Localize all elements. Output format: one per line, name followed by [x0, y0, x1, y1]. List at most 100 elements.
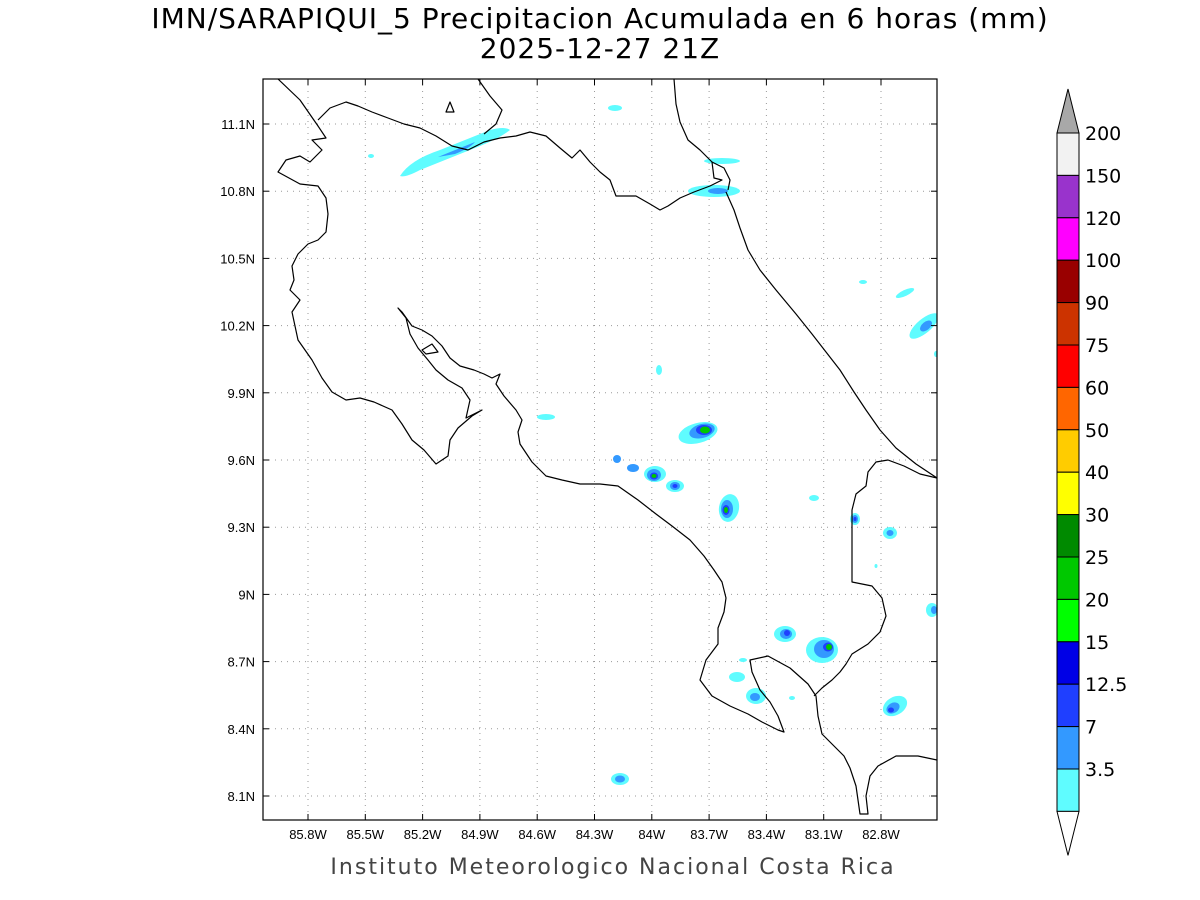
colorbar-level-label: 40 [1085, 462, 1109, 484]
lat-tick-label: 10.5N [220, 251, 255, 266]
map-frame-bg [263, 79, 937, 820]
colorbar-swatch [1056, 726, 1080, 770]
lat-tick-label: 10.2N [220, 319, 255, 334]
precip-cell [611, 773, 629, 785]
lon-tick-label: 85.8W [289, 827, 327, 842]
precip-cell [608, 105, 622, 111]
lon-tick-label: 83.7W [690, 827, 728, 842]
colorbar-level-label: 90 [1085, 293, 1109, 315]
colorbar-top-arrow [1056, 88, 1080, 134]
colorbar-swatch [1056, 768, 1080, 812]
map-title: IMN/SARAPIQUI_5 Precipitacion Acumulada … [151, 2, 1049, 35]
lon-tick-label: 85.2W [404, 827, 442, 842]
lon-tick-label: 84.6W [518, 827, 556, 842]
lat-tick-label: 11.1N [221, 117, 255, 132]
colorbar-level-label: 3.5 [1085, 759, 1115, 781]
lat-tick-label: 8.1N [228, 789, 255, 804]
precip-cell [613, 455, 621, 463]
colorbar-swatch [1056, 302, 1080, 346]
colorbar-swatch [1056, 344, 1080, 388]
lon-tick-label: 85.5W [347, 827, 385, 842]
colorbar-swatch [1056, 683, 1080, 728]
lon-tick-label: 84W [638, 827, 665, 842]
coastline [277, 79, 937, 815]
colorbar-bottom-arrow [1056, 810, 1080, 856]
longitude-axis: 85.8W 85.5W 85.2W 84.9W 84.6W 84.3W 84W 83.7W 83… [289, 79, 901, 842]
lat-tick-label: 8.4N [228, 722, 255, 737]
precip-cell [746, 688, 766, 704]
colorbar-swatch [1056, 598, 1080, 643]
map-frame [262, 78, 938, 821]
precip-cell [874, 564, 878, 568]
coastline-north [477, 79, 503, 135]
colorbar-level-label: 50 [1085, 420, 1109, 442]
latitude-axis: 11.1N 10.8N 10.5N 10.2N 9.9N 9.6N 9.3N 9N 8.7N 8.… [220, 117, 937, 804]
lon-tick-label: 84.9W [461, 827, 499, 842]
precip-cell [806, 637, 838, 663]
lat-tick-label: 9.3N [228, 520, 255, 535]
precip-cell [368, 154, 374, 158]
colorbar-level-label: 25 [1085, 547, 1109, 569]
precip-cell [537, 414, 555, 420]
precip-cell [909, 313, 937, 339]
colorbar-swatch [1056, 259, 1080, 304]
colorbar-swatch [1056, 174, 1080, 219]
lat-tick-label: 9.9N [228, 386, 255, 401]
colorbar-level-label: 15 [1085, 632, 1109, 654]
colorbar-swatch [1056, 386, 1080, 431]
colorbar-swatch [1056, 514, 1080, 558]
lon-tick-label: 83.4W [748, 827, 786, 842]
colorbar-swatch [1056, 217, 1080, 261]
lon-tick-label: 82.8W [862, 827, 900, 842]
precip-cell [789, 696, 795, 700]
colorbar-swatch [1056, 641, 1080, 685]
precip-cell [627, 464, 639, 472]
lat-tick-label: 9N [238, 587, 255, 602]
colorbar-level-label: 150 [1085, 165, 1121, 187]
credit-text: Instituto Meteorologico Nacional Costa R… [330, 855, 896, 880]
colorbar-swatch [1056, 132, 1080, 176]
precip-cell [809, 495, 819, 501]
map-valid-time: 2025-12-27 21Z [479, 32, 721, 65]
colorbar-level-label: 20 [1085, 589, 1109, 611]
colorbar-swatch [1056, 429, 1080, 473]
precip-cell [666, 480, 684, 492]
precip-cell [859, 280, 867, 284]
precip-cell [739, 658, 747, 662]
lon-tick-label: 84.3W [576, 827, 614, 842]
colorbar-level-label: 120 [1085, 208, 1121, 230]
border-nicaragua [317, 101, 731, 211]
inner-lagoon [421, 343, 439, 355]
island [445, 101, 455, 113]
colorbar-level-label: 100 [1085, 250, 1121, 272]
border-panama [813, 459, 937, 697]
colorbar-legend: 200 150 120 100 90 75 60 50 40 30 25 20 15 12.5 7 3.5 [1056, 88, 1127, 856]
precip-cell [895, 287, 915, 299]
precip-cell [774, 626, 796, 642]
lat-tick-label: 10.8N [220, 184, 255, 199]
precip-cell [718, 494, 740, 522]
colorbar-level-label: 12.5 [1085, 674, 1127, 696]
lat-tick-label: 9.6N [228, 453, 255, 468]
lat-tick-label: 8.7N [228, 655, 255, 670]
precip-cell [644, 466, 666, 482]
precip-cell [729, 672, 745, 682]
colorbar-level-label: 200 [1085, 123, 1121, 145]
precip-cell [926, 603, 937, 617]
colorbar-swatch [1056, 471, 1080, 516]
precip-cell [934, 351, 937, 357]
precip-cell [400, 128, 510, 177]
grid-lines [263, 79, 937, 820]
precip-cell [882, 695, 908, 717]
lon-tick-label: 83.1W [805, 827, 843, 842]
precip-cell [678, 422, 718, 444]
precip-cell [656, 365, 662, 375]
colorbar-level-label: 75 [1085, 335, 1109, 357]
colorbar-level-label: 7 [1085, 717, 1097, 739]
colorbar-level-label: 30 [1085, 505, 1109, 527]
coastline-caribbean [673, 79, 937, 479]
precip-cell [883, 527, 897, 539]
colorbar-swatch [1056, 556, 1080, 600]
colorbar-level-label: 60 [1085, 377, 1109, 399]
